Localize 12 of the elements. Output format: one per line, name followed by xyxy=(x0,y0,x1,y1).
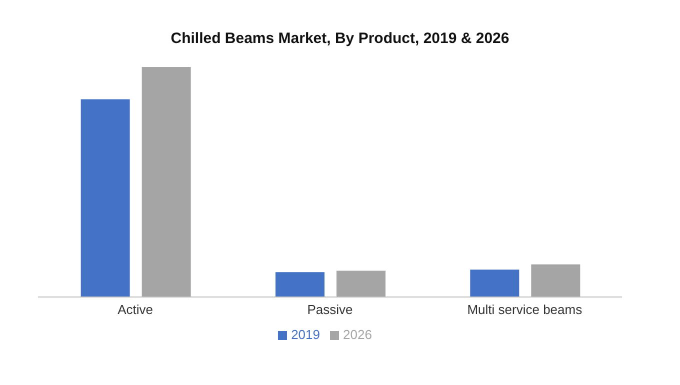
chart-title: Chilled Beams Market, By Product, 2019 & 2026 xyxy=(170,29,510,47)
bar xyxy=(80,99,130,297)
bar xyxy=(275,272,324,297)
x-tick-label: Multi service beams xyxy=(467,302,583,318)
bar xyxy=(531,264,580,297)
x-tick-label: Active xyxy=(118,302,154,318)
x-tick-label: Passive xyxy=(307,302,353,318)
bar xyxy=(142,67,191,297)
bar xyxy=(336,270,386,297)
legend-label: 2019 xyxy=(291,327,320,342)
legend-label: 2026 xyxy=(343,327,372,342)
bar xyxy=(470,270,520,297)
